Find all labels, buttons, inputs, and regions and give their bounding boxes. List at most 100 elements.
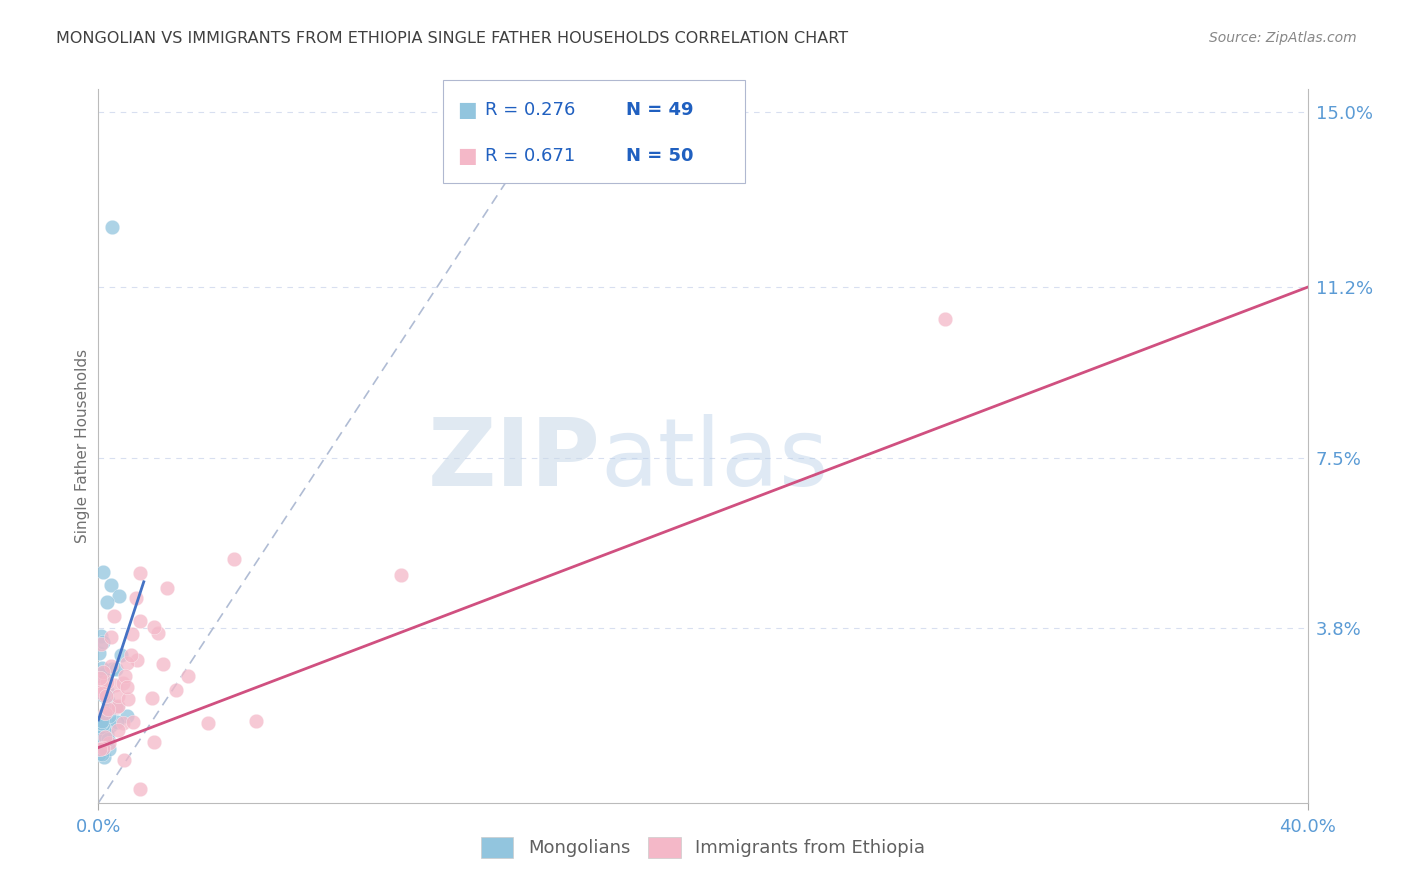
Point xyxy=(101,220,124,235)
Point xyxy=(107,689,129,703)
Point xyxy=(90,637,112,651)
Point xyxy=(115,657,138,671)
Point xyxy=(142,620,165,634)
Point xyxy=(389,567,412,582)
Point xyxy=(94,706,117,721)
Point xyxy=(89,680,111,694)
Point xyxy=(224,551,246,566)
Point xyxy=(129,566,152,580)
Point xyxy=(87,646,110,660)
Point xyxy=(107,590,129,604)
Point xyxy=(87,744,110,758)
Text: N = 49: N = 49 xyxy=(626,101,693,119)
Point xyxy=(90,661,112,675)
Point xyxy=(90,629,112,643)
Point xyxy=(96,675,118,690)
Point xyxy=(96,690,118,704)
Point xyxy=(89,735,111,749)
Point xyxy=(110,648,132,662)
Point xyxy=(101,662,124,676)
Point xyxy=(96,595,118,609)
Point xyxy=(122,714,145,729)
Point xyxy=(90,678,112,692)
Point xyxy=(93,749,115,764)
Point xyxy=(141,690,163,705)
Point xyxy=(114,668,136,682)
Point xyxy=(125,591,148,606)
Point xyxy=(245,714,267,729)
Point xyxy=(112,753,135,767)
Point xyxy=(90,667,112,681)
Point xyxy=(197,715,219,730)
Point xyxy=(91,717,114,731)
Point xyxy=(100,658,122,673)
Point xyxy=(111,715,134,730)
Point xyxy=(98,719,121,733)
Point xyxy=(90,685,112,699)
Point xyxy=(87,747,110,761)
Point xyxy=(177,669,200,683)
Point xyxy=(91,714,114,728)
Point xyxy=(90,715,112,730)
Point xyxy=(143,735,166,749)
Point xyxy=(129,782,152,797)
Point xyxy=(93,730,115,744)
Point xyxy=(93,739,115,754)
Point xyxy=(105,700,128,714)
Point xyxy=(91,740,114,755)
Point xyxy=(91,665,114,679)
Point xyxy=(105,662,128,676)
Point xyxy=(128,614,150,628)
Point xyxy=(93,708,115,723)
Y-axis label: Single Father Households: Single Father Households xyxy=(75,349,90,543)
Point xyxy=(91,728,114,742)
Point xyxy=(156,581,179,595)
Point xyxy=(94,714,117,729)
Point xyxy=(97,702,120,716)
Point xyxy=(89,742,111,756)
Point xyxy=(90,681,112,696)
Point xyxy=(93,730,115,744)
Point xyxy=(146,626,169,640)
Point xyxy=(120,648,142,663)
Point xyxy=(90,730,112,744)
Point xyxy=(934,312,956,326)
Point xyxy=(112,676,135,690)
Point xyxy=(100,578,122,592)
Point xyxy=(89,730,111,744)
Text: ZIP: ZIP xyxy=(427,414,600,507)
Text: ■: ■ xyxy=(457,146,477,166)
Point xyxy=(91,720,114,734)
Point xyxy=(115,680,138,694)
Point xyxy=(96,684,118,698)
Point xyxy=(152,657,174,671)
Point xyxy=(117,709,139,723)
Point xyxy=(98,736,121,750)
Text: atlas: atlas xyxy=(600,414,828,507)
Point xyxy=(93,720,115,734)
Point xyxy=(165,682,187,697)
Point xyxy=(91,565,114,579)
Point xyxy=(117,692,139,706)
Point xyxy=(107,723,129,737)
Point xyxy=(90,747,112,762)
Text: N = 50: N = 50 xyxy=(626,147,693,165)
Point xyxy=(91,686,114,700)
Point xyxy=(100,631,122,645)
Text: MONGOLIAN VS IMMIGRANTS FROM ETHIOPIA SINGLE FATHER HOUSEHOLDS CORRELATION CHART: MONGOLIAN VS IMMIGRANTS FROM ETHIOPIA SI… xyxy=(56,31,848,46)
Point xyxy=(105,715,128,730)
Point xyxy=(91,634,114,648)
Point xyxy=(127,653,149,667)
Point xyxy=(89,671,111,685)
Point xyxy=(93,713,115,727)
Text: R = 0.671: R = 0.671 xyxy=(485,147,575,165)
Point xyxy=(91,719,114,733)
Point xyxy=(97,731,120,746)
Point xyxy=(90,683,112,698)
Point xyxy=(104,700,127,714)
Legend: Mongolians, Immigrants from Ethiopia: Mongolians, Immigrants from Ethiopia xyxy=(474,830,932,865)
Point xyxy=(89,675,111,690)
Point xyxy=(96,726,118,740)
Point xyxy=(91,688,114,702)
Text: Source: ZipAtlas.com: Source: ZipAtlas.com xyxy=(1209,31,1357,45)
